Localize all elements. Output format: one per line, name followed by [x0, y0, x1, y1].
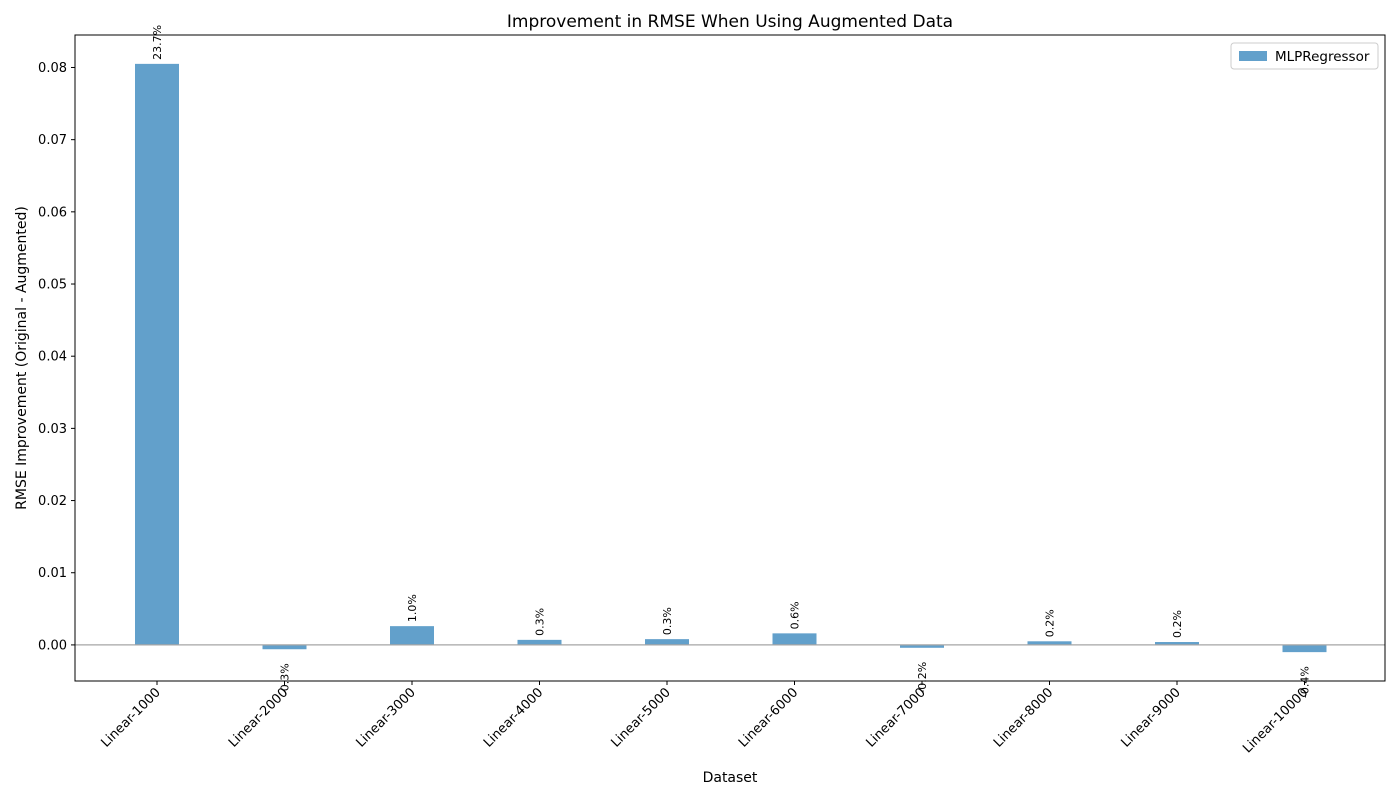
y-tick-label: 0.01 — [38, 566, 67, 581]
y-tick-label: 0.07 — [38, 133, 67, 148]
bar-value-label: 0.6% — [789, 601, 802, 629]
x-tick-label: Linear-5000 — [609, 685, 674, 750]
bar-value-label: 0.2% — [1044, 609, 1057, 637]
bar-value-label: 0.3% — [661, 607, 674, 635]
x-tick-label: Linear-9000 — [1119, 685, 1184, 750]
bar-linear-10000 — [1282, 644, 1327, 653]
bar-value-label: 1.0% — [406, 594, 419, 622]
x-axis-title: Dataset — [703, 770, 758, 786]
bar-linear-1000 — [135, 63, 179, 645]
bars-group — [135, 63, 1327, 653]
y-tick-label: 0.00 — [38, 638, 67, 653]
x-tick-label: Linear-7000 — [864, 685, 929, 750]
bar-linear-4000 — [517, 639, 562, 645]
x-tick-label: Linear-3000 — [354, 685, 419, 750]
bar-linear-5000 — [645, 639, 689, 645]
bar-value-label: 23.7% — [151, 25, 164, 60]
bar-linear-9000 — [1155, 642, 1199, 645]
bar-value-label: -0.3% — [279, 663, 292, 695]
chart-title: Improvement in RMSE When Using Augmented… — [507, 12, 953, 32]
x-tick-label: Linear-6000 — [736, 685, 801, 750]
bar-linear-3000 — [390, 626, 434, 645]
y-tick-label: 0.03 — [38, 422, 67, 437]
y-tick-label: 0.06 — [38, 205, 67, 220]
y-axis-title: RMSE Improvement (Original - Augmented) — [14, 206, 30, 510]
bar-value-label: -0.4% — [1299, 666, 1312, 698]
bar-linear-7000 — [900, 644, 944, 648]
legend-swatch — [1239, 51, 1267, 61]
bar-linear-6000 — [772, 633, 817, 645]
legend-label: MLPRegressor — [1275, 49, 1370, 65]
bar-value-label: 0.2% — [1171, 610, 1184, 638]
bar-value-label: -0.2% — [916, 662, 929, 694]
x-tick-label: Linear-4000 — [481, 685, 546, 750]
bar-value-label: 0.3% — [534, 608, 547, 636]
y-axis-ticks: 0.00 0.01 0.02 0.03 0.04 0.05 0.06 0.07 0.08 — [38, 61, 75, 653]
bar-labels-group: 23.7% -0.3% 1.0% 0.3% 0.3% 0.6% -0.2% 0.2% 0.2% -… — [151, 25, 1312, 698]
bar-linear-8000 — [1027, 641, 1072, 645]
bar-linear-2000 — [262, 644, 307, 650]
plot-frame — [74, 34, 1386, 682]
x-tick-label: Linear-1000 — [99, 685, 164, 750]
legend-box — [1230, 42, 1379, 70]
legend: MLPRegressor — [1230, 42, 1379, 70]
y-tick-label: 0.02 — [38, 494, 67, 509]
y-tick-label: 0.08 — [38, 61, 67, 76]
y-tick-label: 0.05 — [38, 278, 67, 293]
x-tick-label: Linear-8000 — [991, 685, 1056, 750]
y-tick-label: 0.04 — [38, 350, 67, 365]
